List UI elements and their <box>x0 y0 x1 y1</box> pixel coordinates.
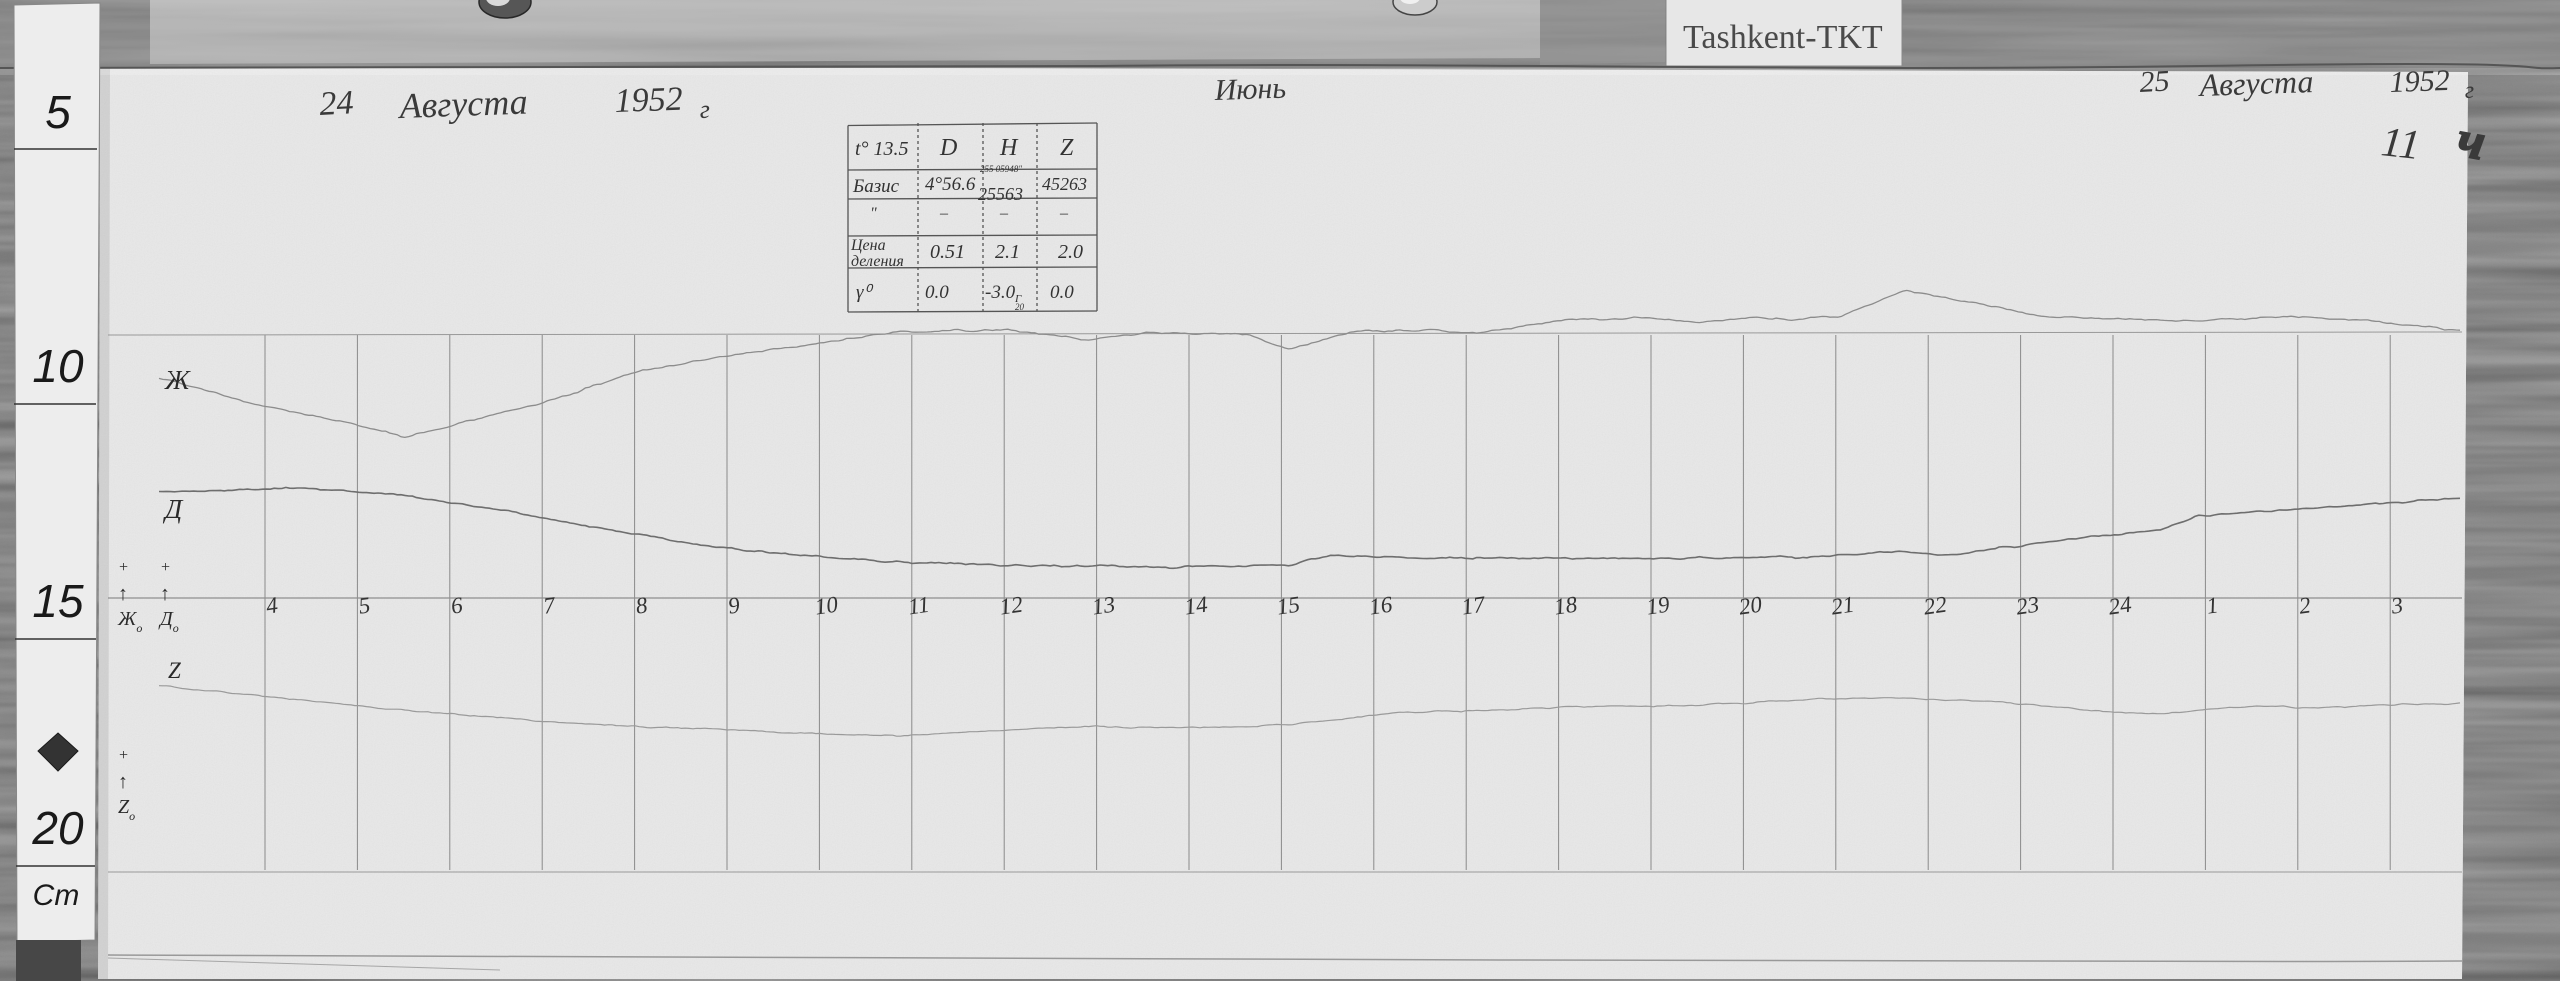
svg-text:14: 14 <box>1183 592 1209 620</box>
svg-text:t° 13.5: t° 13.5 <box>855 138 909 160</box>
svg-text:45263: 45263 <box>1042 174 1087 194</box>
svg-text:Жo: Жo <box>117 608 142 635</box>
svg-text:Ж: Ж <box>164 365 191 395</box>
svg-text:Z: Z <box>168 658 181 683</box>
svg-text:H: H <box>999 135 1019 161</box>
svg-text:4°56.6: 4°56.6 <box>925 174 976 195</box>
svg-text:10: 10 <box>813 592 840 620</box>
svg-text:20: 20 <box>1737 592 1764 620</box>
svg-text:4: 4 <box>265 592 280 618</box>
svg-text:17: 17 <box>1460 591 1488 619</box>
svg-text:-3.0: -3.0 <box>985 282 1016 303</box>
svg-text:деления: деления <box>851 253 904 270</box>
svg-text:–: – <box>1059 205 1069 222</box>
svg-text:18: 18 <box>1552 592 1579 620</box>
svg-text:24: 24 <box>2107 592 2133 620</box>
svg-text:23: 23 <box>2014 592 2040 620</box>
svg-text:13: 13 <box>1090 592 1116 620</box>
svg-text:9: 9 <box>727 592 742 618</box>
svg-text:Цена: Цена <box>850 237 886 254</box>
svg-text:–: – <box>939 205 949 222</box>
svg-text:20: 20 <box>1015 302 1025 312</box>
svg-text:2.1: 2.1 <box>995 241 1020 263</box>
svg-text:+: + <box>118 559 129 576</box>
svg-text:5: 5 <box>357 592 372 618</box>
svg-text:255 05948": 255 05948" <box>980 164 1022 174</box>
svg-text:12: 12 <box>998 592 1024 620</box>
svg-text:Дo: Дo <box>158 608 179 635</box>
svg-text:+: + <box>118 747 129 764</box>
svg-text:7: 7 <box>542 592 558 619</box>
svg-text:0.51: 0.51 <box>930 241 965 263</box>
svg-text:6: 6 <box>449 592 464 618</box>
svg-text:Базис: Базис <box>852 176 900 197</box>
svg-text:–: – <box>999 205 1009 222</box>
svg-text:19: 19 <box>1645 592 1672 620</box>
svg-text:↑: ↑ <box>118 771 128 793</box>
svg-text:D: D <box>939 135 957 161</box>
svg-text:+: + <box>160 559 171 576</box>
svg-text:0.0: 0.0 <box>1050 282 1074 303</box>
svg-text:3: 3 <box>2389 592 2405 618</box>
svg-text:↑: ↑ <box>118 583 128 605</box>
svg-text:15: 15 <box>1275 592 1301 620</box>
svg-text:0.0: 0.0 <box>925 282 949 303</box>
svg-text:Z: Z <box>1060 135 1074 161</box>
svg-text:11: 11 <box>906 592 931 620</box>
svg-text:21: 21 <box>1830 592 1856 620</box>
svg-text:2: 2 <box>2297 592 2312 618</box>
svg-text:Zo: Zo <box>118 796 135 823</box>
svg-text:Д: Д <box>162 494 184 524</box>
svg-text:↑: ↑ <box>160 583 170 605</box>
svg-text:25563: 25563 <box>978 184 1023 204</box>
svg-text:γ⁰: γ⁰ <box>856 282 873 303</box>
svg-text:22: 22 <box>1922 592 1948 620</box>
svg-text:8: 8 <box>634 592 649 618</box>
svg-text:16: 16 <box>1368 592 1395 620</box>
svg-text:1: 1 <box>2205 592 2220 618</box>
svg-text:": " <box>870 205 877 222</box>
svg-text:2.0: 2.0 <box>1058 241 1083 263</box>
